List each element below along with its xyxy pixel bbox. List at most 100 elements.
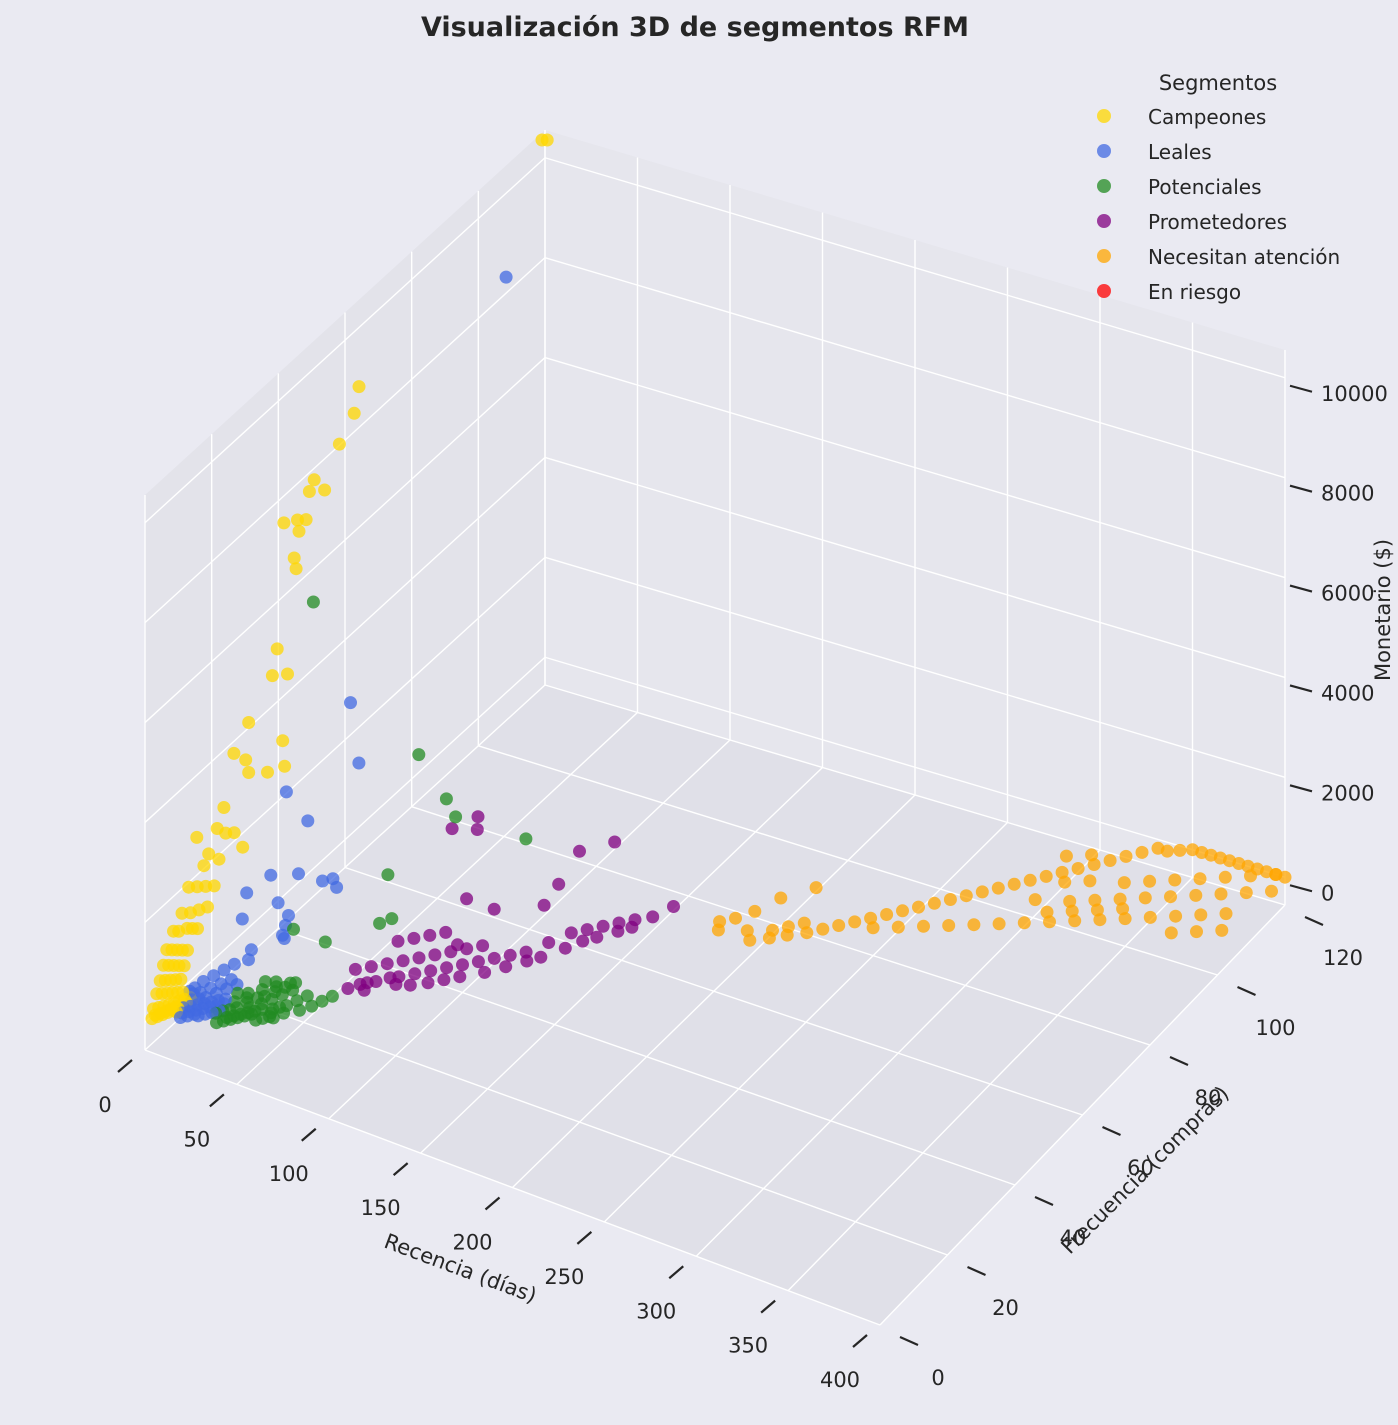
data-point bbox=[153, 974, 167, 988]
y-tick-mark bbox=[1304, 915, 1324, 927]
data-point bbox=[278, 759, 292, 773]
data-point bbox=[1023, 873, 1037, 887]
x-tick-mark bbox=[301, 1127, 317, 1142]
data-point bbox=[1138, 891, 1152, 905]
data-point bbox=[242, 766, 256, 779]
data-point bbox=[277, 516, 291, 530]
data-point bbox=[408, 967, 422, 981]
data-point bbox=[157, 958, 170, 972]
data-point bbox=[239, 753, 253, 767]
data-point bbox=[276, 928, 289, 942]
data-point bbox=[1119, 849, 1133, 863]
data-point bbox=[389, 977, 403, 991]
data-point bbox=[1068, 914, 1082, 928]
z-tick-mark bbox=[1289, 384, 1313, 393]
legend-marker bbox=[1097, 179, 1111, 193]
chart-title: Visualización 3D de segmentos RFM bbox=[421, 12, 969, 43]
data-point bbox=[1143, 910, 1157, 924]
data-point bbox=[391, 934, 405, 948]
data-point bbox=[217, 963, 231, 977]
data-point bbox=[160, 943, 174, 957]
data-point bbox=[1083, 874, 1097, 888]
data-point bbox=[1189, 888, 1203, 902]
data-point bbox=[1239, 886, 1253, 900]
z-tick-mark bbox=[1289, 884, 1313, 893]
grid-left-z bbox=[144, 357, 546, 724]
data-point bbox=[959, 889, 973, 903]
data-point bbox=[292, 867, 305, 881]
data-point bbox=[271, 896, 285, 910]
data-point bbox=[344, 696, 357, 710]
x-tick-mark bbox=[852, 1334, 868, 1348]
data-point bbox=[917, 919, 930, 933]
data-point bbox=[449, 810, 463, 824]
y-tick-mark bbox=[1237, 985, 1256, 997]
data-point bbox=[848, 915, 862, 929]
data-point bbox=[520, 954, 534, 968]
data-point bbox=[1143, 874, 1157, 888]
data-point bbox=[1218, 870, 1232, 884]
data-point bbox=[470, 823, 484, 836]
data-point bbox=[190, 830, 204, 844]
x-tick-label: 400 bbox=[820, 1368, 860, 1392]
x-tick-mark bbox=[117, 1059, 133, 1073]
data-point bbox=[1043, 915, 1056, 929]
grid-left-z bbox=[144, 556, 546, 923]
data-point bbox=[519, 832, 533, 846]
data-point bbox=[460, 892, 474, 906]
data-point bbox=[558, 941, 572, 955]
data-point bbox=[537, 898, 551, 912]
data-point bbox=[891, 920, 905, 934]
z-axis-label: Monetario ($) bbox=[1371, 539, 1395, 681]
z-tick-label: 0 bbox=[1321, 881, 1334, 905]
data-point bbox=[1007, 877, 1021, 891]
data-point bbox=[535, 133, 549, 147]
x-tick-label: 350 bbox=[728, 1334, 768, 1358]
data-point bbox=[456, 958, 469, 972]
data-point bbox=[1093, 913, 1107, 927]
data-point bbox=[305, 999, 319, 1013]
data-point bbox=[1071, 862, 1085, 875]
x-tick-mark bbox=[576, 1231, 593, 1245]
data-point bbox=[318, 483, 332, 497]
data-point bbox=[287, 551, 301, 565]
data-point bbox=[596, 919, 610, 933]
y-tick-label: 0 bbox=[931, 1366, 944, 1390]
x-tick-label: 300 bbox=[636, 1299, 676, 1323]
data-point bbox=[373, 916, 387, 930]
data-point bbox=[412, 951, 426, 965]
data-point bbox=[564, 926, 578, 940]
data-point bbox=[499, 270, 513, 284]
data-point bbox=[1215, 923, 1229, 937]
y-tick-label: 20 bbox=[992, 1296, 1019, 1320]
data-point bbox=[1214, 887, 1228, 901]
data-point bbox=[277, 1006, 291, 1020]
grid-floor-y bbox=[144, 1049, 881, 1326]
data-point bbox=[1265, 884, 1278, 898]
data-point bbox=[471, 810, 485, 824]
data-point bbox=[646, 910, 660, 924]
data-point bbox=[1116, 902, 1130, 916]
data-point bbox=[534, 950, 548, 964]
data-point bbox=[816, 922, 830, 936]
data-point bbox=[175, 906, 189, 920]
data-point bbox=[471, 955, 485, 969]
y-tick-label: 40 bbox=[1060, 1226, 1087, 1250]
z-tick-mark bbox=[1289, 484, 1313, 493]
x-tick-label: 250 bbox=[544, 1265, 584, 1289]
data-point bbox=[1118, 912, 1132, 926]
data-point bbox=[167, 924, 180, 938]
x-tick-mark bbox=[392, 1162, 409, 1176]
data-point bbox=[428, 948, 442, 962]
data-point bbox=[453, 970, 467, 984]
data-point bbox=[896, 904, 909, 918]
data-point bbox=[240, 886, 254, 900]
data-point bbox=[210, 1016, 223, 1030]
data-point bbox=[1173, 843, 1187, 857]
x-tick-mark bbox=[209, 1093, 225, 1108]
data-point bbox=[487, 902, 501, 916]
data-point bbox=[307, 473, 321, 487]
data-point bbox=[264, 868, 278, 882]
data-point bbox=[407, 931, 421, 945]
data-point bbox=[439, 792, 453, 806]
